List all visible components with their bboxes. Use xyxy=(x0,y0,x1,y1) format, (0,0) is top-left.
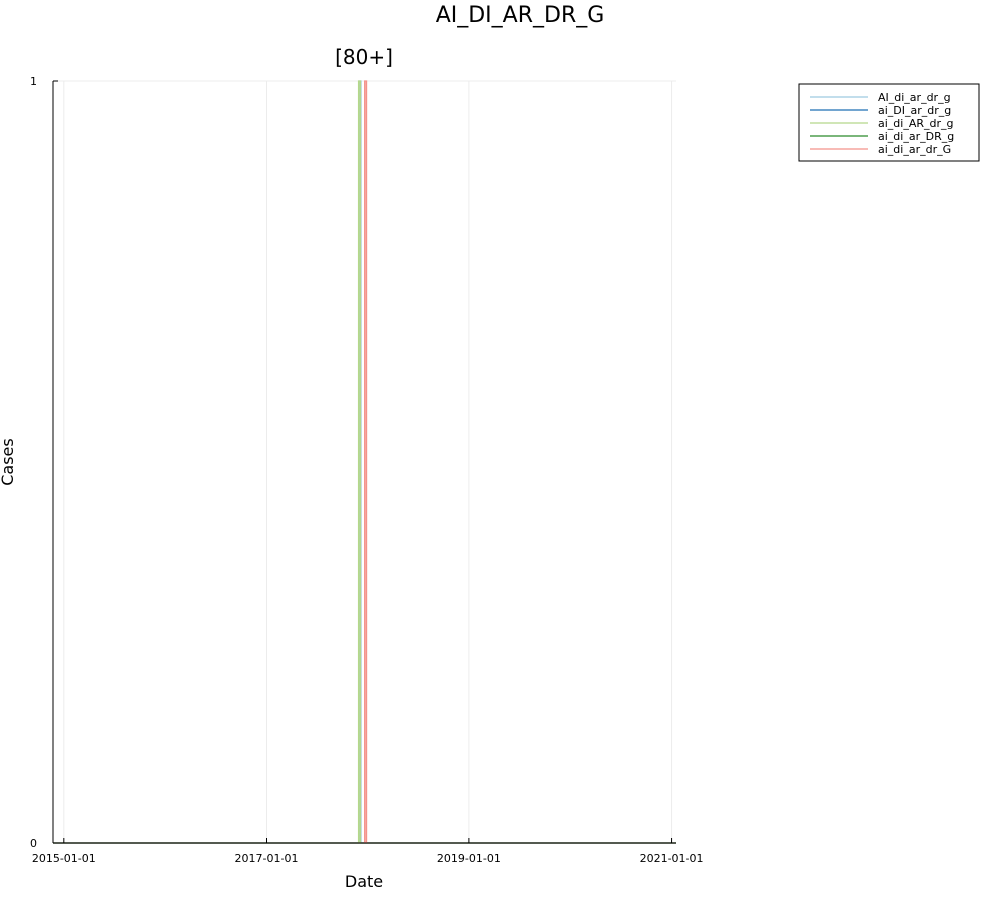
legend-label-2: ai_di_AR_dr_g xyxy=(878,117,954,130)
x-tick-label: 2019-01-01 xyxy=(437,852,501,865)
ticks: 2015-01-01 2017-01-01 2019-01-01 2021-01-01… xyxy=(30,75,704,865)
legend-label-0: AI_di_ar_dr_g xyxy=(878,91,951,104)
x-tick-label: 2021-01-01 xyxy=(640,852,704,865)
y-axis-label: Cases xyxy=(0,438,17,486)
legend-label-3: ai_di_ar_DR_g xyxy=(878,130,954,143)
series-pulse-4 xyxy=(364,81,367,843)
x-tick-label: 2015-01-01 xyxy=(32,852,96,865)
legend: AI_di_ar_dr_gai_DI_ar_dr_gai_di_AR_dr_ga… xyxy=(798,83,980,162)
y-tick-label: 0 xyxy=(30,837,37,850)
axes xyxy=(52,81,676,844)
chart-title: [80+] xyxy=(335,45,393,69)
legend-label-1: ai_DI_ar_dr_g xyxy=(878,104,951,117)
x-axis-label: Date xyxy=(345,872,383,891)
series-layer xyxy=(53,80,676,844)
series-pulse-2 xyxy=(358,81,361,843)
chart-suptitle: AI_DI_AR_DR_G xyxy=(436,3,605,28)
legend-items: AI_di_ar_dr_gai_DI_ar_dr_gai_di_AR_dr_ga… xyxy=(810,91,954,156)
x-tick-label: 2017-01-01 xyxy=(235,852,299,865)
series-line-4 xyxy=(53,80,676,844)
y-tick-label: 1 xyxy=(30,75,37,88)
legend-label-4: ai_di_ar_dr_G xyxy=(878,143,951,156)
